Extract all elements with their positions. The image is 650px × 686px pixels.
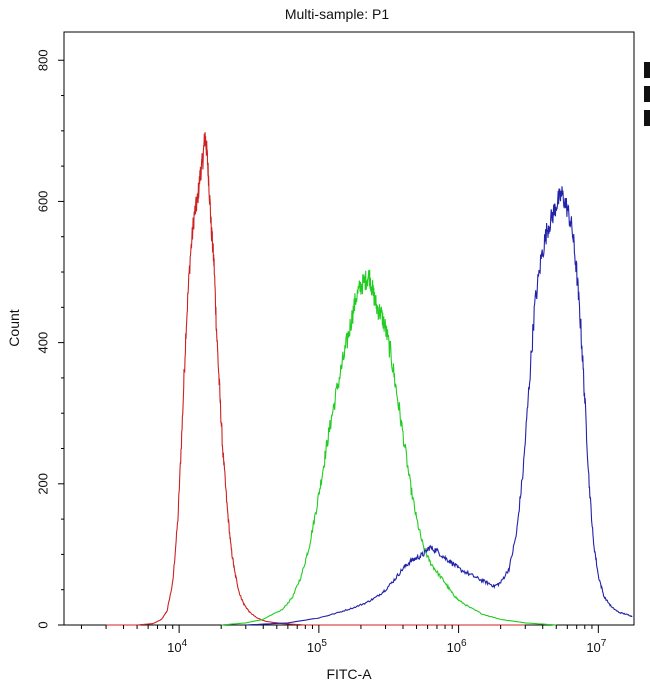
x-tick-label-6: 106 [447,638,467,655]
x-tick-label-4: 104 [167,638,187,655]
series-line-2 [221,269,557,626]
legend-swatch-3 [644,110,650,126]
y-tick-label-200: 200 [35,473,50,495]
y-tick-label-400: 400 [35,332,50,354]
legend-swatch-2 [644,86,650,102]
series-line-1 [106,132,526,626]
x-axis: 104 105 106 107 [80,625,607,655]
x-axis-title: FITC-A [326,666,372,682]
plot-frame [63,31,635,626]
y-axis: 0 200 400 600 800 [35,49,64,629]
legend-swatch-1 [644,62,650,78]
y-axis-title: Count [6,309,22,346]
y-tick-label-800: 800 [35,49,50,71]
x-tick-label-5: 105 [307,638,327,655]
legend-swatches [644,62,650,126]
x-tick-label-7: 107 [586,638,606,655]
series-line-3 [245,186,633,626]
y-tick-label-600: 600 [35,191,50,213]
series-layer [106,132,633,626]
chart-title: Multi-sample: P1 [285,6,389,22]
y-tick-label-0: 0 [35,621,50,628]
